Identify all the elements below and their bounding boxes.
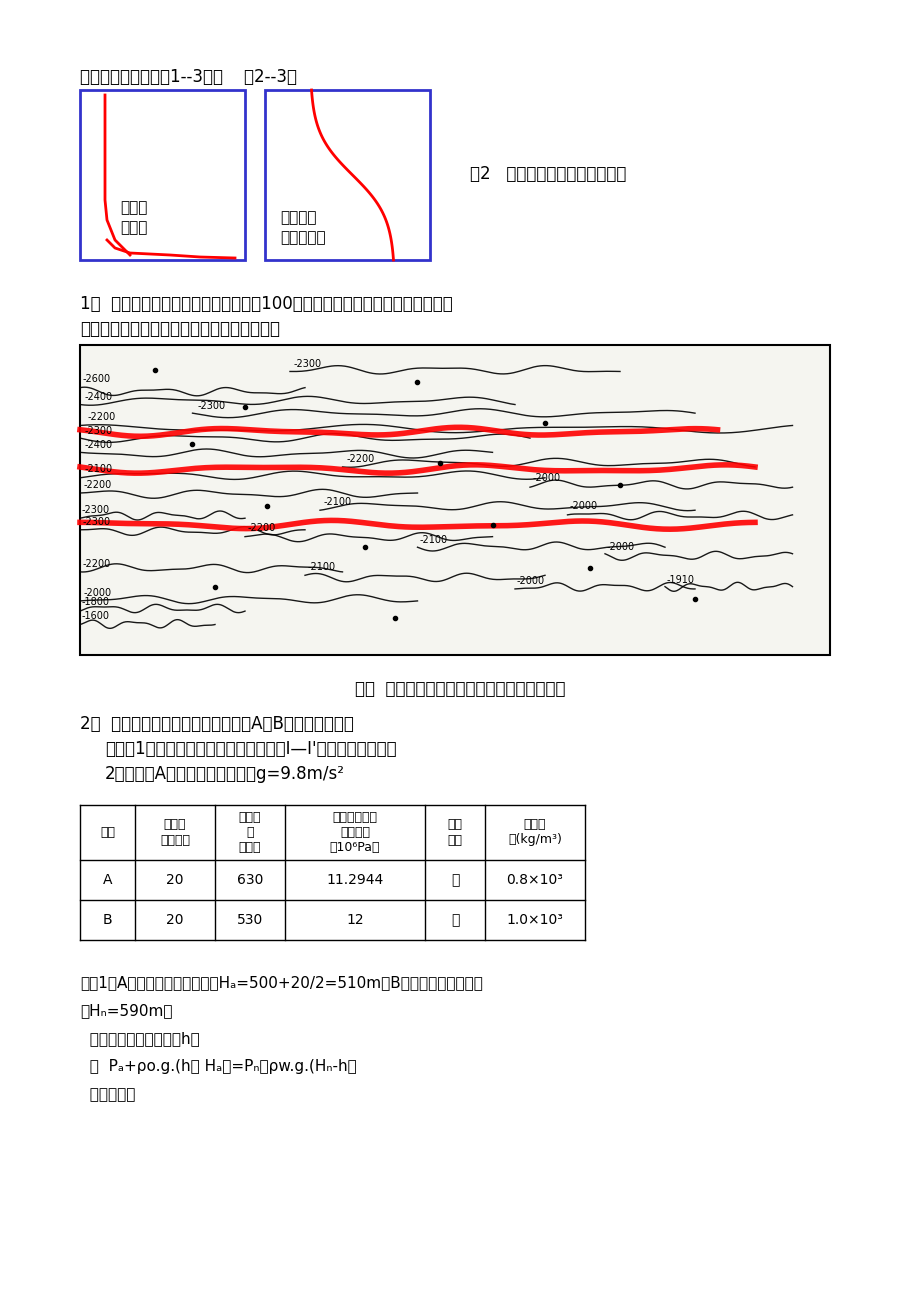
Text: -2000: -2000 [84,587,111,598]
Text: 水: 水 [450,913,459,927]
Text: 油层中部原始
油层压力
（10⁶Pa）: 油层中部原始 油层压力 （10⁶Pa） [329,811,380,854]
Text: 630: 630 [236,874,263,887]
Text: -2000: -2000 [532,474,561,483]
Text: -1910: -1910 [665,574,694,585]
Text: 20: 20 [166,874,184,887]
Text: -1600: -1600 [81,611,109,621]
Text: 0.8×10³: 0.8×10³ [506,874,562,887]
Text: 油层厚
度（米）: 油层厚 度（米） [160,819,190,846]
Text: -2200: -2200 [83,559,111,569]
Text: -2300: -2300 [85,426,112,436]
Text: -2300: -2300 [82,505,109,514]
Text: 要求：1）在图中圈出含油面积，并绘制Ⅰ—Ⅰ'油藏剖面示意图。: 要求：1）在图中圈出含油面积，并绘制Ⅰ—Ⅰ'油藏剖面示意图。 [105,740,396,758]
Text: 井号: 井号 [100,825,115,838]
Text: -2100: -2100 [85,464,113,474]
Bar [265,90,429,260]
Text: -2600: -2600 [82,374,110,384]
Text: -2400: -2400 [85,392,112,402]
Text: -2300: -2300 [293,358,321,368]
Text: -2100: -2100 [323,496,351,506]
Text: 图一  断面构造图和各井钻遇的某地层顶面标高: 图一 断面构造图和各井钻遇的某地层顶面标高 [355,680,564,698]
Text: -2200: -2200 [346,454,374,465]
Text: 代入数据：: 代入数据： [80,1087,135,1101]
Text: -2000: -2000 [607,542,634,552]
Text: 油: 油 [450,874,459,887]
Bar [80,90,244,260]
Text: 流体密
度(kg/m³): 流体密 度(kg/m³) [507,819,562,846]
Text: 1.0×10³: 1.0×10³ [506,913,562,927]
Text: -2000: -2000 [569,501,597,512]
Text: -2200: -2200 [87,411,115,422]
Text: -2300: -2300 [82,517,110,527]
Text: -2300: -2300 [198,401,225,411]
Text: 12: 12 [346,913,363,927]
Text: 1．  根据断面构造图（构造等高线距为100米）和各井同一套地层顶面标高，绘: 1． 根据断面构造图（构造等高线距为100米）和各井同一套地层顶面标高，绘 [80,296,452,312]
Text: 该地层顶面构造图，完成断点组合，见图一。: 该地层顶面构造图，完成断点组合，见图一。 [80,320,279,339]
Text: -2000: -2000 [516,575,544,586]
Text: 答案及评分标准：图1--3分；    图2--3分: 答案及评分标准：图1--3分； 图2--3分 [80,68,297,86]
Text: -2400: -2400 [84,440,112,449]
Text: 解：1）A井油层中部海拔高度为Hₐ=500+20/2=510m，B井油层中部海拔高度: 解：1）A井油层中部海拔高度为Hₐ=500+20/2=510m，B井油层中部海拔… [80,975,482,990]
Text: 粗歪度: 粗歪度 [119,220,147,234]
Text: 为Hₙ=590m。: 为Hₙ=590m。 [80,1003,173,1018]
Text: 11.2944: 11.2944 [326,874,383,887]
Text: 略显细歪度: 略显细歪度 [279,230,325,245]
Text: -2200: -2200 [247,523,276,534]
Text: 530: 530 [236,913,263,927]
Text: -2100: -2100 [420,535,448,546]
Text: 2）试说明A探井是否为自喷井。g=9.8m/s²: 2）试说明A探井是否为自喷井。g=9.8m/s² [105,766,345,783]
Text: 2．  已知油层顶面构造图（图二）和A、B两口探井资料。: 2． 已知油层顶面构造图（图二）和A、B两口探井资料。 [80,715,354,733]
Text: 分选不好: 分选不好 [279,210,316,225]
Text: 流体
性质: 流体 性质 [447,819,462,846]
Text: A: A [103,874,112,887]
Text: 设油水界面海拔高度为h，: 设油水界面海拔高度为h， [80,1031,199,1046]
Text: -2200: -2200 [84,480,111,490]
Text: -1800: -1800 [82,598,109,607]
Text: 图2   毛细管压力曲线形态示意图: 图2 毛细管压力曲线形态示意图 [470,165,626,184]
Text: -2100: -2100 [307,561,335,572]
Text: 分选好: 分选好 [119,201,147,215]
Text: B: B [103,913,112,927]
Text: 则  Pₐ+ρo.g.(h－ Hₐ）=Pₙ－ρw.g.(Hₙ-h）: 则 Pₐ+ρo.g.(h－ Hₐ）=Pₙ－ρw.g.(Hₙ-h） [80,1059,357,1074]
Text: 井口海
拔
（米）: 井口海 拔 （米） [239,811,261,854]
Text: 20: 20 [166,913,184,927]
Bar [80,345,829,655]
